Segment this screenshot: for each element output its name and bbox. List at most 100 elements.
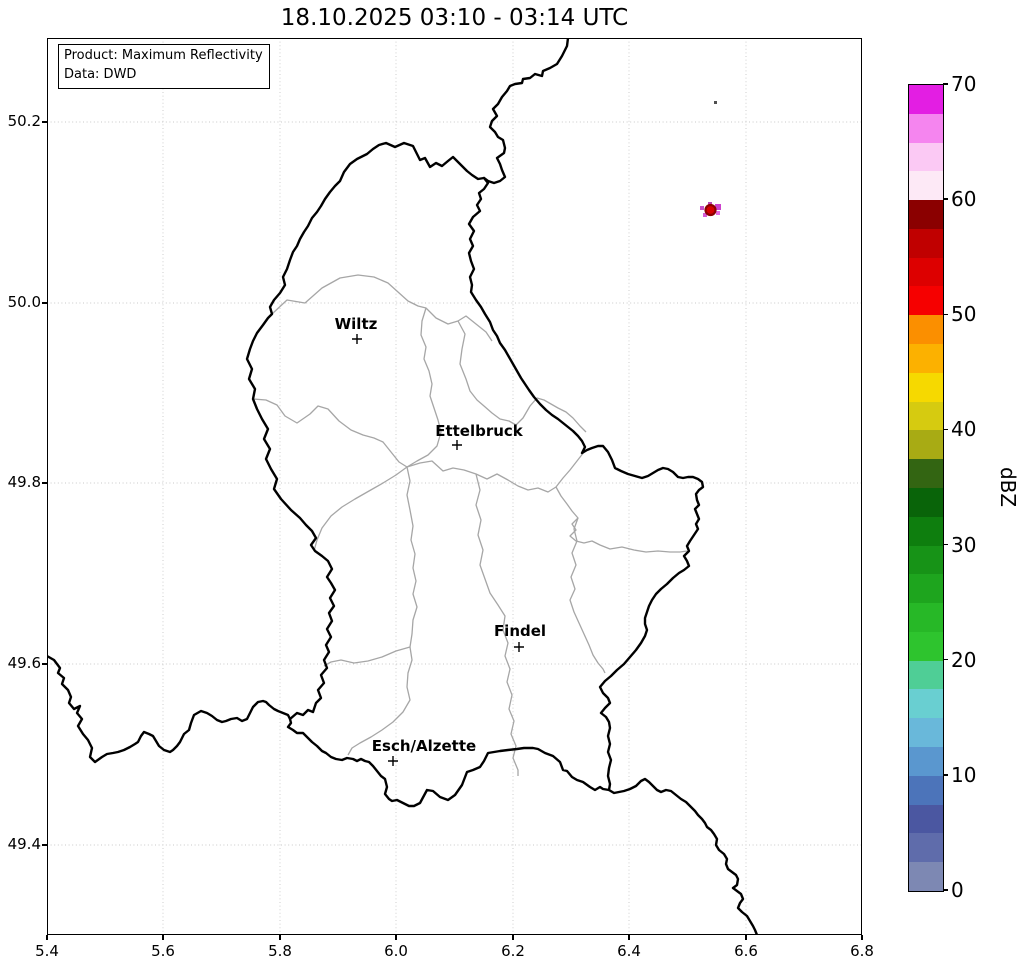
colorbar-segment: [909, 228, 943, 258]
y-tick-label: 49.4: [7, 835, 41, 853]
colorbar-tick-label: 40: [951, 417, 977, 442]
y-tick-label: 49.6: [7, 654, 41, 672]
colorbar-segment: [909, 833, 943, 863]
colorbar-tick: [943, 428, 948, 431]
colorbar-tick-label: 50: [951, 302, 977, 327]
figure-title: 18.10.2025 03:10 - 03:14 UTC: [280, 5, 629, 31]
district-border: [323, 646, 411, 667]
colorbar-segment: [909, 689, 943, 719]
colorbar-tick-label: 10: [951, 762, 977, 787]
colorbar-tick-label: 70: [951, 72, 977, 96]
district-border: [313, 466, 408, 552]
colorbar-tick-label: 60: [951, 187, 977, 212]
radar-echo-halo: [715, 204, 721, 210]
colorbar-unit-label: dBZ: [996, 466, 1020, 508]
colorbar-segment: [909, 574, 943, 604]
colorbar-tick: [943, 543, 948, 546]
radar-echo-cell: [704, 203, 717, 217]
x-tick-label: 6.0: [384, 942, 408, 960]
city-label-esch-alzette: Esch/Alzette: [372, 737, 476, 755]
colorbar-segment: [909, 775, 943, 805]
x-tick: [745, 935, 747, 940]
colorbar-segment: [909, 603, 943, 632]
product-info-box: Product: Maximum Reflectivity Data: DWD: [58, 44, 270, 89]
x-tick: [861, 935, 863, 940]
colorbar-segment: [909, 401, 943, 431]
radar-echo-halo: [703, 213, 707, 217]
x-tick-label: 6.4: [617, 942, 641, 960]
y-tick-label: 50.0: [7, 293, 41, 311]
colorbar: [908, 84, 944, 892]
colorbar-segment: [909, 487, 943, 517]
colorbar-tick-label: 30: [951, 532, 977, 557]
radar-echo-halo: [700, 206, 704, 210]
district-border: [475, 473, 519, 776]
district-border: [406, 451, 585, 493]
colorbar-segment: [909, 631, 943, 661]
map-svg: Wiltz Ettelbruck Findel Esch/Alzette: [47, 38, 862, 935]
product-line: Product: Maximum Reflectivity: [64, 48, 263, 63]
x-tick: [512, 935, 514, 940]
radar-echo-speck: [714, 101, 717, 104]
x-tick-label: 5.6: [151, 942, 175, 960]
city-marker-esch-alzette: [388, 756, 398, 766]
colorbar-segment: [909, 459, 943, 488]
city-label-wiltz: Wiltz: [335, 315, 378, 333]
colorbar-segment: [909, 545, 943, 575]
x-tick: [162, 935, 164, 940]
y-tick: [42, 482, 47, 484]
colorbar-segment: [909, 516, 943, 546]
district-border: [347, 466, 418, 756]
city-label-findel: Findel: [494, 622, 546, 640]
colorbar-segment: [909, 142, 943, 172]
x-tick-label: 5.8: [268, 942, 292, 960]
radar-echo-halo: [716, 211, 720, 215]
colorbar-segment: [909, 257, 943, 287]
country-border: [47, 654, 292, 764]
y-tick-label: 49.8: [7, 473, 41, 491]
city-label-ettelbruck: Ettelbruck: [435, 422, 524, 440]
colorbar-segment: [909, 430, 943, 460]
country-border: [245, 141, 705, 808]
colorbar-segment: [909, 200, 943, 229]
colorbar-segment: [909, 113, 943, 143]
colorbar-segment: [909, 718, 943, 747]
district-border: [569, 517, 688, 553]
country-border: [607, 777, 759, 935]
city-marker-ettelbruck: [452, 440, 462, 450]
district-border: [406, 307, 442, 468]
x-tick-label: 6.2: [501, 942, 525, 960]
colorbar-tick-label: 20: [951, 647, 977, 672]
colorbar-segment: [909, 315, 943, 345]
colorbar-segment: [909, 344, 943, 373]
radar-echo-halo: [708, 202, 712, 205]
country-border: [482, 38, 570, 185]
district-border: [271, 274, 493, 342]
x-tick: [279, 935, 281, 940]
x-tick: [46, 935, 48, 940]
colorbar-tick: [943, 889, 948, 891]
data-source-line: Data: DWD: [64, 66, 137, 82]
x-tick-label: 6.8: [850, 942, 874, 960]
colorbar-tick: [943, 658, 948, 661]
district-border: [555, 486, 606, 674]
x-tick: [395, 935, 397, 940]
y-tick: [42, 121, 47, 123]
colorbar-tick: [943, 774, 948, 776]
colorbar-tick: [943, 198, 948, 200]
colorbar-segment: [909, 372, 943, 402]
x-tick-label: 6.6: [734, 942, 758, 960]
x-tick: [628, 935, 630, 940]
colorbar-tick: [943, 313, 948, 316]
colorbar-tick-label: 0: [951, 878, 964, 902]
colorbar-tick: [943, 83, 948, 85]
y-tick: [42, 844, 47, 846]
city-marker-findel: [514, 642, 524, 652]
y-tick: [42, 302, 47, 304]
district-border: [457, 320, 587, 433]
colorbar-segment: [909, 862, 943, 891]
colorbar-segment: [909, 286, 943, 316]
y-tick-label: 50.2: [7, 112, 41, 130]
y-tick: [42, 663, 47, 665]
